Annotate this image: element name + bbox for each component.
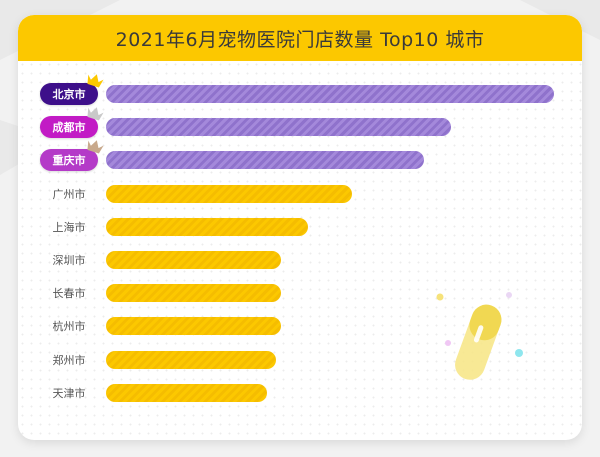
city-label: 杭州市 [52, 320, 86, 334]
bar [106, 118, 451, 137]
pill-decoration-icon [436, 292, 523, 380]
city-label: 长春市 [52, 287, 86, 301]
city-label: 广州市 [52, 187, 86, 201]
bar [106, 317, 281, 336]
bar [106, 350, 277, 369]
city-label: 上海市 [52, 220, 86, 234]
crown-icon [87, 74, 104, 88]
bar [106, 251, 281, 269]
bar [106, 284, 281, 303]
crown-icon [87, 140, 104, 154]
city-label: 天津市 [52, 386, 86, 400]
city-label: 成都市 [40, 116, 98, 139]
city-label: 深圳市 [52, 254, 86, 267]
chart-card: 2021年6月宠物医院门店数量 Top10 城市 北京市成都市重庆市广州市上海市… [18, 15, 582, 440]
city-label: 重庆市 [40, 149, 98, 172]
chart-header: 2021年6月宠物医院门店数量 Top10 城市 [18, 15, 582, 61]
bar [106, 184, 353, 203]
city-label: 郑州市 [52, 353, 86, 367]
city-label: 北京市 [40, 83, 98, 105]
bar [106, 383, 268, 402]
bar [106, 217, 308, 236]
bar [106, 85, 554, 103]
chart-title: 2021年6月宠物医院门店数量 Top10 城市 [115, 28, 485, 51]
bar [106, 151, 425, 170]
crown-icon [87, 107, 104, 121]
